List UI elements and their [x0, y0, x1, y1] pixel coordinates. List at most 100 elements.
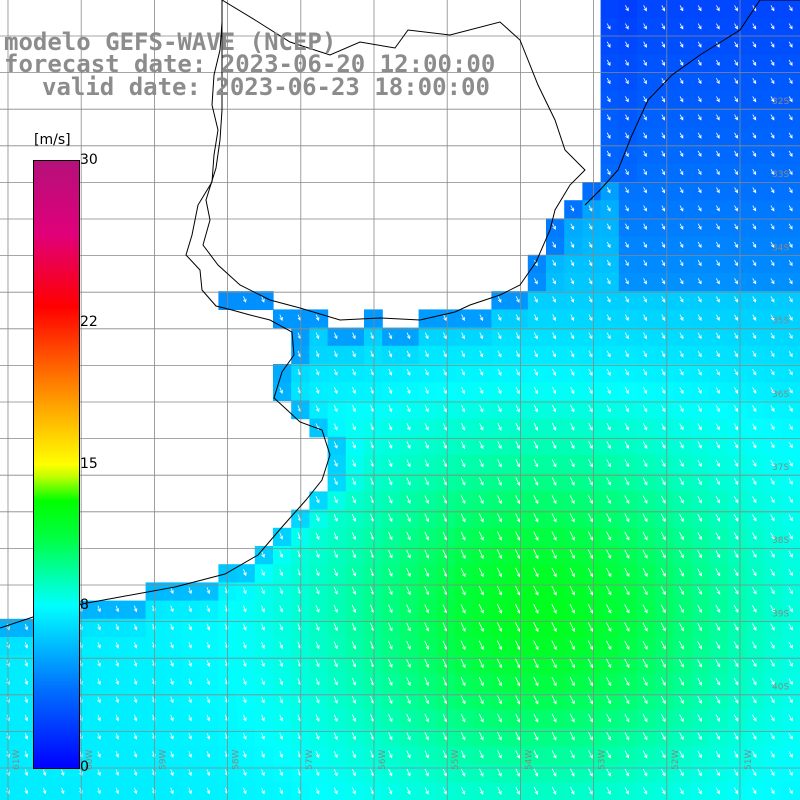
- wave-arrow: [606, 278, 611, 285]
- wave-arrow: [752, 441, 757, 449]
- wave-arrow: [333, 769, 338, 777]
- wave-arrow: [133, 641, 138, 649]
- coastline-east: [584, 0, 800, 206]
- wave-arrow: [170, 678, 174, 686]
- wave-arrow: [170, 605, 174, 613]
- wave-arrow: [388, 459, 393, 468]
- wave-arrow: [370, 350, 374, 358]
- wave-arrow: [442, 695, 448, 705]
- wave-arrow: [479, 368, 484, 376]
- wave-arrow: [788, 714, 793, 722]
- wave-arrow: [351, 641, 357, 650]
- wave-arrow: [661, 114, 665, 121]
- wave-arrow: [406, 477, 411, 486]
- wave-arrow: [188, 714, 192, 722]
- wave-arrow: [479, 786, 484, 795]
- wave-arrow: [661, 23, 665, 30]
- wave-cell: [637, 546, 656, 565]
- wave-arrow: [788, 187, 793, 194]
- wave-arrow: [206, 787, 211, 795]
- wave-arrow: [424, 659, 430, 668]
- wave-arrow: [424, 586, 430, 596]
- wave-arrow: [497, 368, 502, 376]
- wave-cell: [673, 691, 693, 711]
- wave-cell: [637, 509, 656, 529]
- wave-arrow: [170, 732, 174, 740]
- wave-cell: [582, 436, 602, 456]
- wave-arrow: [461, 350, 465, 358]
- wave-arrow: [642, 477, 648, 486]
- wave-cell: [418, 709, 438, 729]
- wave-arrow: [679, 96, 684, 103]
- wave-arrow: [406, 787, 411, 795]
- wave-arrow: [133, 769, 138, 777]
- wave-arrow: [606, 96, 611, 103]
- wave-cell: [527, 746, 547, 765]
- wave-cell: [564, 618, 583, 638]
- wave-arrow: [461, 404, 466, 413]
- wave-cell: [564, 728, 583, 747]
- wave-arrow: [133, 732, 138, 740]
- wave-arrow: [497, 531, 502, 541]
- wave-arrow: [24, 696, 29, 704]
- wave-cell: [564, 746, 583, 765]
- wave-arrow: [24, 714, 29, 722]
- wave-cell: [273, 364, 292, 383]
- wave-arrow: [679, 586, 684, 595]
- wave-arrow: [770, 369, 775, 376]
- wave-arrow: [406, 459, 411, 468]
- wave-arrow: [515, 513, 521, 523]
- wave-cell: [673, 546, 693, 565]
- wave-cell: [546, 527, 565, 547]
- wave-arrow: [643, 41, 647, 48]
- wave-arrow: [624, 459, 630, 468]
- wave-arrow: [715, 259, 720, 267]
- wave-arrow: [533, 332, 538, 340]
- wave-cell: [618, 637, 638, 656]
- wave-arrow: [770, 5, 775, 12]
- wave-arrow: [588, 441, 593, 450]
- wave-cell: [382, 673, 401, 693]
- wave-arrow: [606, 640, 612, 650]
- wave-arrow: [333, 405, 338, 413]
- wave-arrow: [770, 478, 775, 485]
- wave-arrow: [497, 695, 502, 705]
- wave-arrow: [624, 750, 630, 759]
- wave-arrow: [315, 586, 320, 595]
- wave-arrow: [661, 205, 666, 212]
- wave-arrow: [333, 477, 338, 486]
- wave-cell: [345, 600, 365, 620]
- wave-arrow: [661, 223, 666, 230]
- wave-arrow: [697, 387, 702, 394]
- wave-arrow: [261, 732, 265, 740]
- wave-cell: [600, 582, 620, 602]
- wave-cell: [618, 618, 638, 638]
- wave-cell: [673, 618, 693, 638]
- wave-cell: [691, 709, 711, 729]
- wave-arrow: [643, 205, 647, 212]
- wave-arrow: [315, 368, 320, 376]
- wave-arrow: [352, 750, 356, 759]
- wave-cell: [546, 782, 565, 800]
- wave-arrow: [479, 477, 484, 486]
- wave-arrow: [588, 332, 593, 340]
- wave-arrow: [752, 623, 757, 631]
- wave-arrow: [661, 187, 666, 194]
- wave-arrow: [570, 223, 575, 230]
- wave-cell: [364, 637, 383, 656]
- wave-arrow: [697, 732, 702, 741]
- wave-arrow: [606, 768, 611, 777]
- wave-arrow: [624, 314, 629, 321]
- wave-arrow: [406, 659, 411, 668]
- wave-arrow: [770, 132, 775, 139]
- wave-arrow: [770, 659, 775, 668]
- wave-cell: [709, 546, 729, 565]
- wave-arrow: [551, 786, 557, 795]
- wave-arrow: [679, 150, 684, 157]
- wave-arrow: [715, 350, 720, 358]
- wave-arrow: [788, 732, 793, 740]
- wave-arrow: [315, 568, 320, 577]
- wave-arrow: [442, 441, 447, 450]
- wave-arrow: [388, 368, 393, 376]
- wave-cell: [382, 564, 401, 583]
